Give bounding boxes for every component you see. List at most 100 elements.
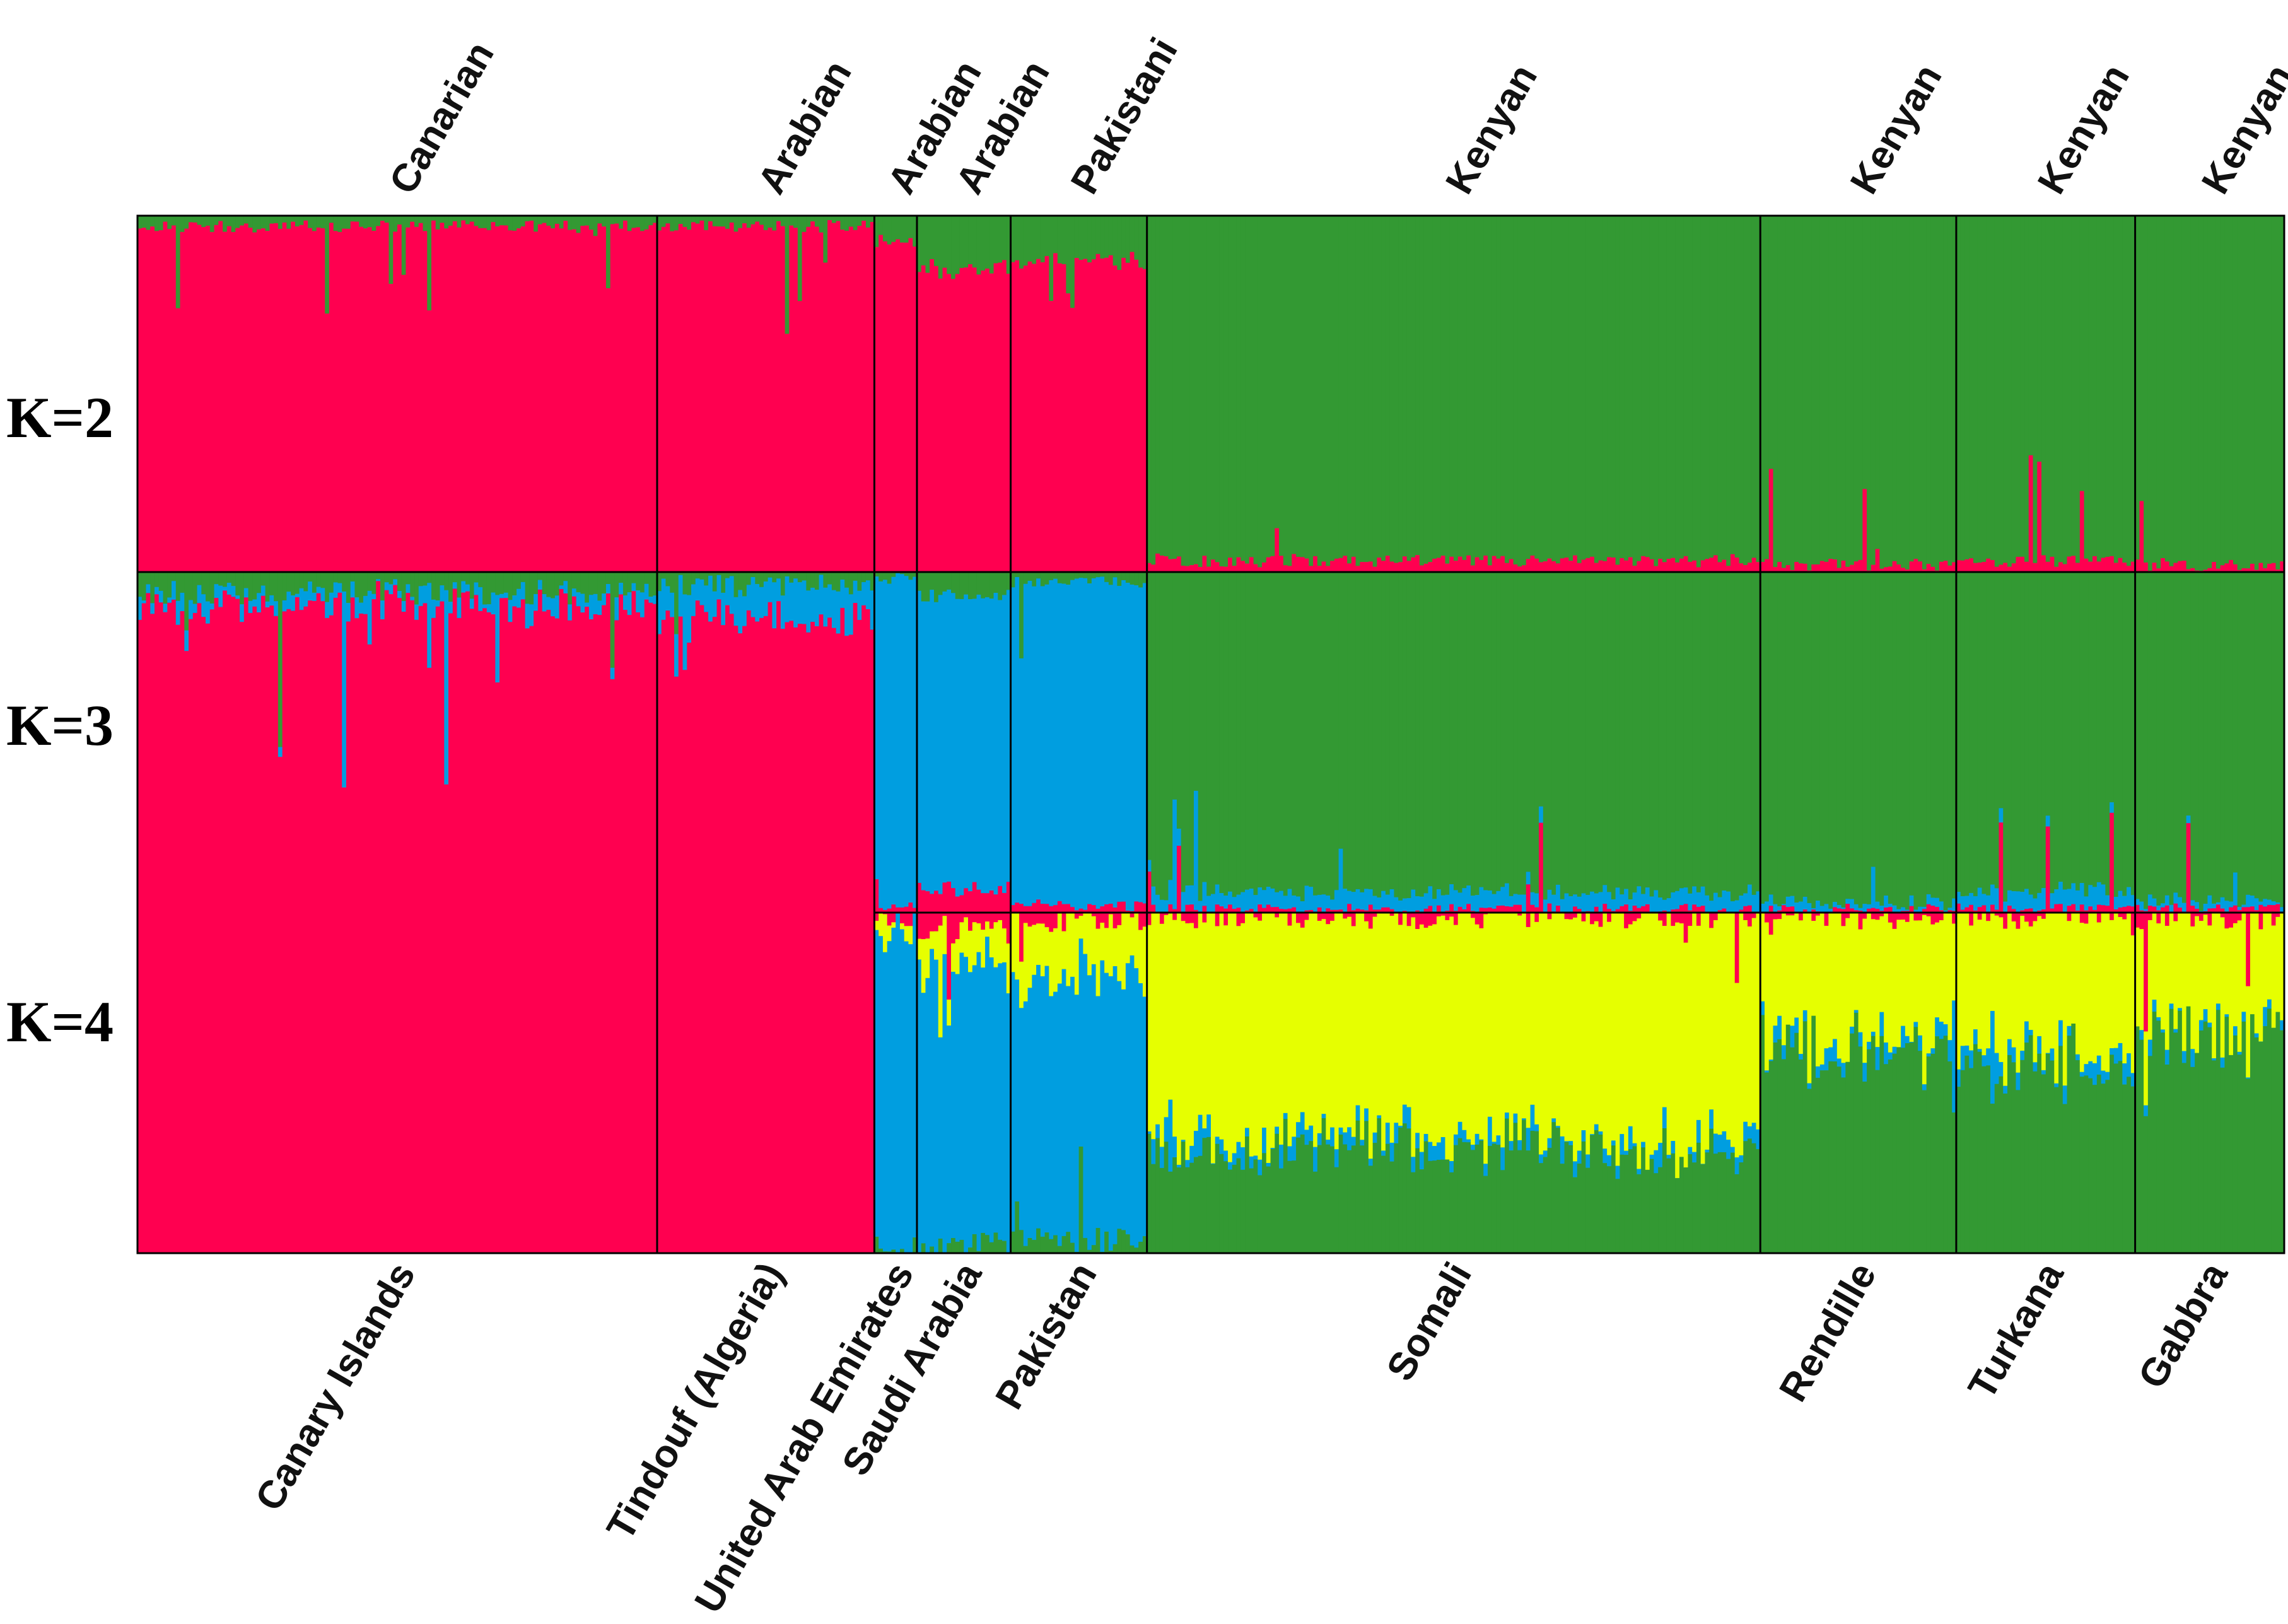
k4-bar-segment: [976, 952, 981, 1251]
k4-bar-segment: [2096, 922, 2102, 1056]
k2-bar-segment: [146, 230, 151, 573]
k3-bar-segment: [951, 888, 956, 913]
k2-bar-segment: [333, 231, 339, 573]
k2-bar-segment: [1709, 216, 1714, 558]
k4-bar-segment: [1833, 913, 1838, 1039]
k3-bar-segment: [529, 572, 534, 605]
k2-bar-segment: [899, 242, 905, 573]
k3-bar-segment: [2190, 572, 2195, 901]
k2-bar-segment: [1044, 256, 1049, 573]
k3-bar-segment: [1087, 904, 1092, 913]
k3-bar-segment: [542, 593, 547, 612]
k2-bar-segment: [1581, 216, 1586, 560]
k2-bar-segment: [571, 229, 577, 573]
k3-bar-segment: [1321, 894, 1326, 913]
k3-bar-segment: [857, 572, 862, 591]
k4-bar-segment: [2246, 986, 2251, 1078]
k3-bar-segment: [1483, 572, 1488, 891]
k4-bar-segment: [1654, 1150, 1659, 1174]
k4-bar-segment: [1896, 913, 1901, 920]
k2-bar-segment: [670, 231, 675, 573]
k3-bar-segment: [1496, 906, 1501, 913]
k2-bar-segment: [1645, 557, 1650, 573]
k2-bar-segment: [2139, 216, 2144, 501]
k3-bar-segment: [964, 594, 969, 889]
k3-bar-segment: [742, 572, 747, 597]
k3-bar-segment: [1317, 572, 1322, 896]
k3-bar-segment: [371, 599, 376, 1254]
k4-bar-segment: [1300, 1112, 1305, 1135]
k3-bar-segment: [1253, 572, 1258, 896]
k2-bar-segment: [1112, 216, 1118, 266]
k2-bar-segment: [2215, 216, 2221, 569]
k4-bar-segment: [1675, 922, 1680, 1179]
k2-bar-segment: [759, 225, 764, 573]
k4-bar-segment: [1095, 928, 1100, 996]
k2-bar-segment: [819, 216, 824, 233]
k4-bar-segment: [2118, 1061, 2123, 1254]
k3-bar-segment: [759, 572, 764, 588]
k2-bar-segment: [840, 230, 845, 573]
k4-bar-segment: [1002, 962, 1007, 1241]
k3-bar-segment: [2058, 904, 2063, 913]
k4-bar-segment: [2178, 913, 2183, 1008]
k4-bar-segment: [1918, 920, 1923, 1036]
k3-bar-segment: [810, 621, 815, 1254]
k2-bar-segment: [1232, 566, 1237, 573]
k3-bar-segment: [1488, 572, 1493, 891]
k2-bar-segment: [993, 263, 998, 573]
k2-bar-segment: [622, 220, 628, 573]
k3-bar-segment: [1266, 887, 1271, 905]
k3-bar-segment: [878, 572, 884, 582]
k2-bar-segment: [985, 216, 990, 269]
k3-bar-segment: [223, 590, 228, 1254]
k2-bar-segment: [1198, 566, 1203, 573]
k3-bar-segment: [465, 584, 470, 592]
k4-bar-segment: [1006, 993, 1012, 1254]
k3-bar-segment: [823, 626, 828, 1254]
k3-bar-segment: [580, 593, 585, 613]
k2-bar-segment: [674, 230, 679, 573]
k3-bar-segment: [2181, 572, 2187, 903]
k4-bar-segment: [1185, 913, 1190, 924]
k2-bar-segment: [763, 230, 769, 573]
k2-bar-segment: [380, 216, 385, 221]
k3-bar-segment: [2229, 901, 2234, 908]
k4-bar-segment: [1100, 960, 1105, 1253]
k2-bar-segment: [763, 216, 769, 231]
k4-bar-segment: [1662, 913, 1667, 926]
k2-bar-segment: [2113, 216, 2119, 563]
k4-bar-segment: [1296, 1122, 1301, 1138]
k4-bar-segment: [2062, 913, 2068, 1086]
k3-bar-segment: [1930, 906, 1935, 913]
k4-bar-segment: [1270, 1148, 1275, 1254]
k4-bar-segment: [1751, 1143, 1757, 1254]
k3-bar-segment: [1036, 899, 1041, 913]
k3-bar-segment: [2237, 906, 2243, 911]
k4-bar-segment: [1743, 1141, 1748, 1254]
k4-bar-segment: [1211, 1164, 1216, 1254]
k4-bar-segment: [1700, 913, 1706, 1164]
k4-bar-segment: [1104, 913, 1109, 928]
k3-bar-segment: [1215, 572, 1220, 885]
k2-bar-segment: [359, 226, 364, 573]
k3-bar-segment: [474, 582, 479, 595]
k2-bar-segment: [870, 216, 875, 223]
k3-bar-segment: [1943, 572, 1949, 911]
k2-bar-segment: [1990, 560, 1995, 573]
k2-group-4: [1010, 216, 1148, 573]
k4-bar-segment: [1083, 954, 1088, 1239]
k2-bar-segment: [1828, 559, 1833, 573]
k4-bar-segment: [1155, 1138, 1160, 1254]
k3-bar-segment: [1219, 893, 1224, 907]
k2-bar-segment: [431, 220, 436, 573]
k3-bar-segment: [1666, 572, 1672, 899]
k2-bar-segment: [657, 230, 662, 573]
k3-bar-segment: [2105, 895, 2110, 906]
k4-bar-segment: [1381, 1150, 1386, 1156]
k2-bar-segment: [733, 231, 738, 573]
k2-bar-segment: [1799, 216, 1804, 564]
k4-bar-segment: [1556, 1128, 1561, 1254]
k2-bar-segment: [1304, 558, 1309, 573]
k4-bar-segment: [1539, 1154, 1544, 1164]
